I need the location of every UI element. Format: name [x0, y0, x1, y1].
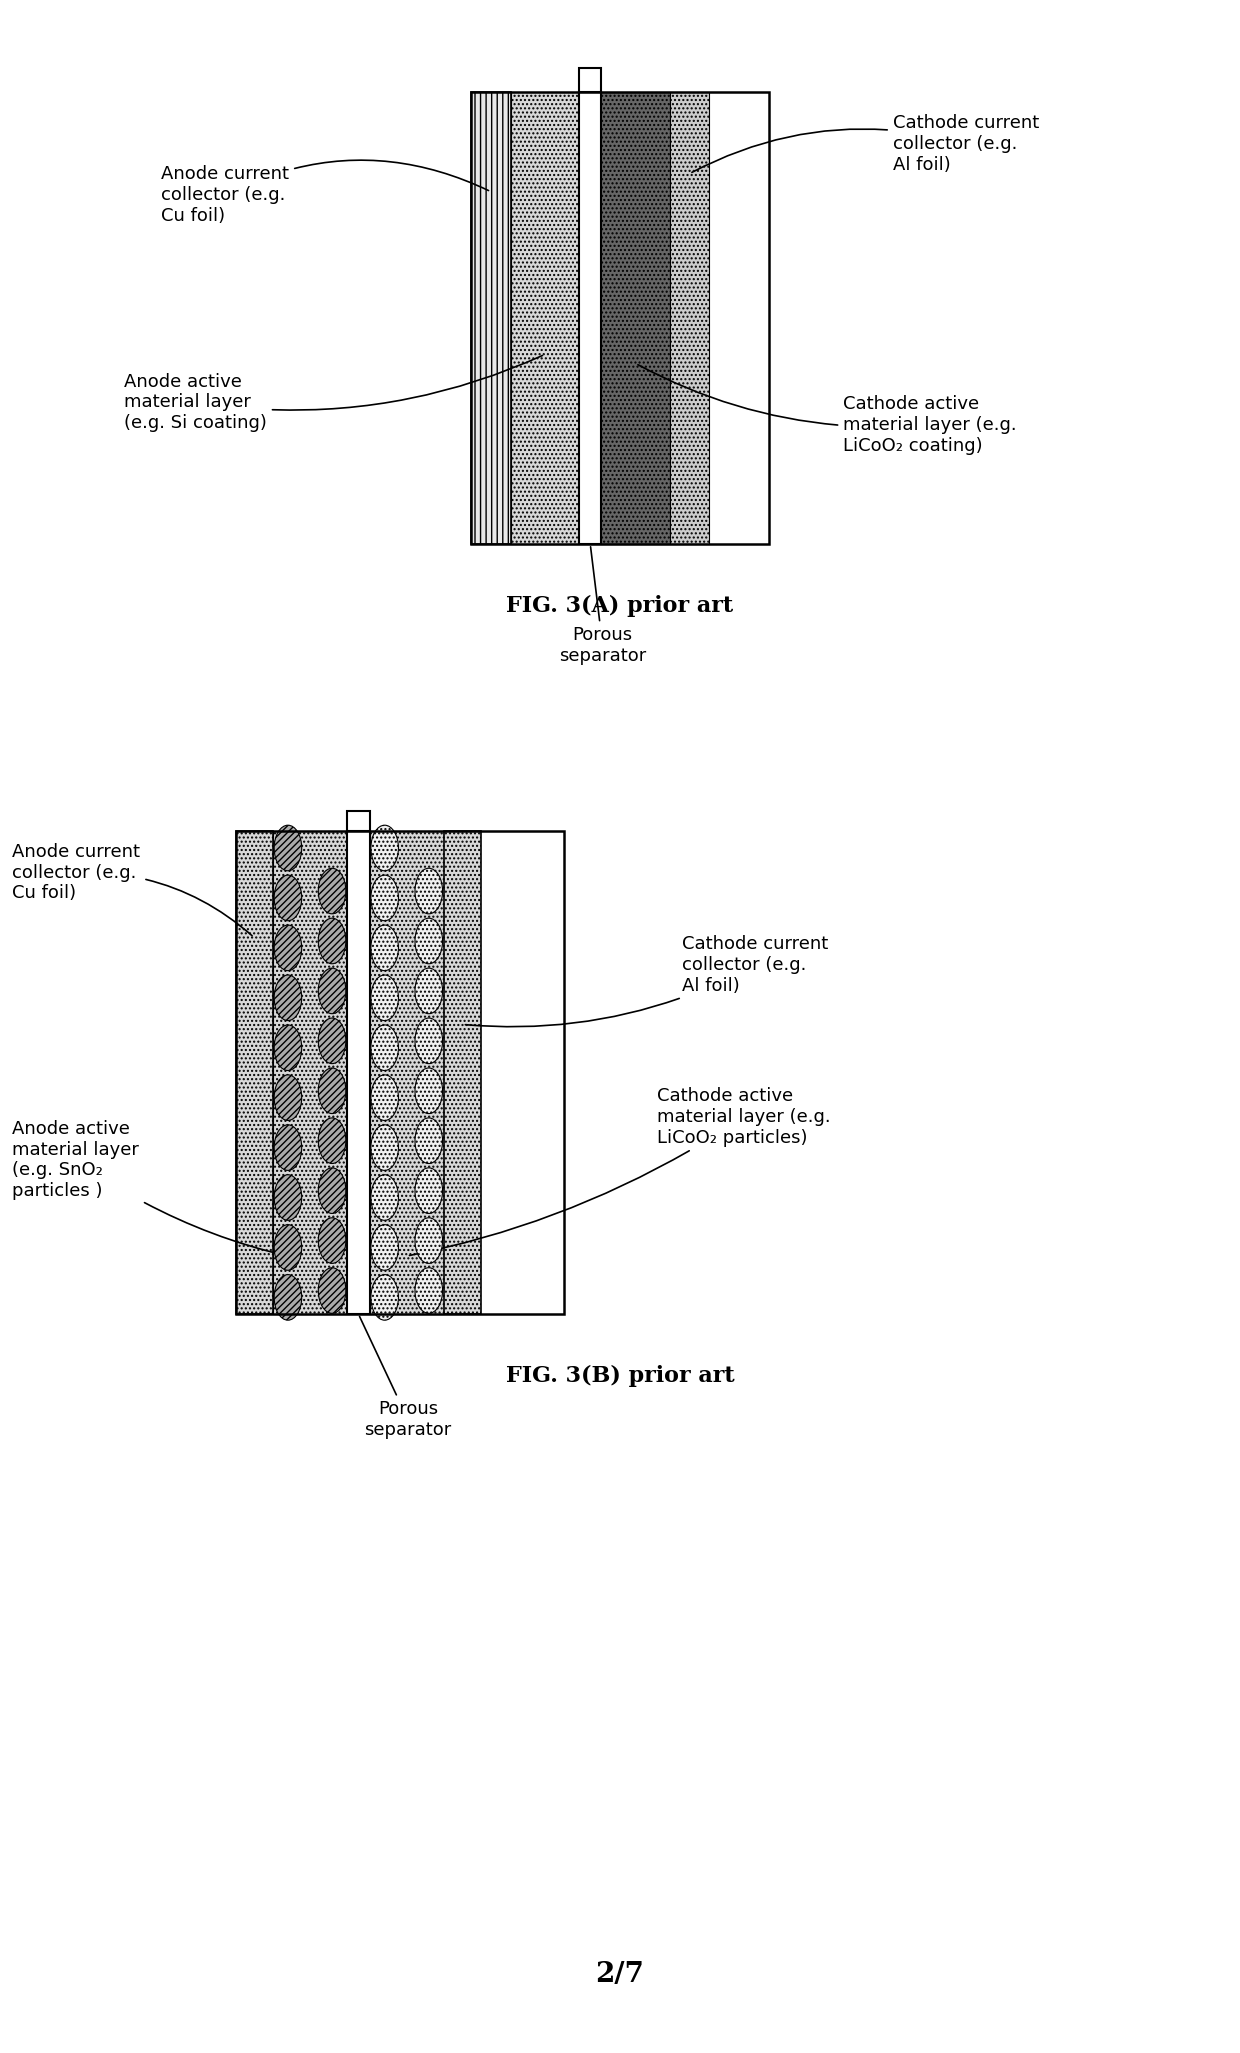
Bar [601, 92, 670, 544]
Circle shape [319, 1217, 346, 1263]
Circle shape [274, 1275, 301, 1320]
Circle shape [319, 969, 346, 1014]
Text: Cathode active
material layer (e.g.
LiCoO₂ particles): Cathode active material layer (e.g. LiCo… [409, 1086, 831, 1256]
Bar [579, 68, 601, 92]
Text: 2/7: 2/7 [595, 1961, 645, 1989]
Text: Anode current
collector (e.g.
Cu foil): Anode current collector (e.g. Cu foil) [161, 160, 489, 226]
Text: Cathode current
collector (e.g.
Al foil): Cathode current collector (e.g. Al foil) [692, 113, 1039, 175]
Circle shape [371, 1024, 398, 1070]
Bar [236, 831, 564, 1314]
Circle shape [274, 1125, 301, 1170]
Text: FIG. 3(B) prior art: FIG. 3(B) prior art [506, 1365, 734, 1386]
Circle shape [371, 875, 398, 920]
Bar [370, 831, 444, 1314]
Bar [579, 92, 601, 544]
Circle shape [415, 918, 443, 963]
Circle shape [371, 1174, 398, 1219]
Circle shape [415, 1269, 443, 1314]
Circle shape [319, 1168, 346, 1213]
Circle shape [274, 1226, 301, 1271]
Circle shape [274, 1076, 301, 1121]
Text: Porous
separator: Porous separator [360, 1316, 451, 1439]
Circle shape [274, 875, 301, 920]
Bar [236, 831, 273, 1314]
Circle shape [371, 1076, 398, 1121]
Bar [670, 92, 709, 544]
Bar [444, 831, 481, 1314]
Circle shape [319, 1018, 346, 1063]
Circle shape [274, 825, 301, 870]
Circle shape [371, 975, 398, 1020]
Circle shape [319, 1119, 346, 1164]
Text: Cathode current
collector (e.g.
Al foil): Cathode current collector (e.g. Al foil) [465, 934, 828, 1026]
Circle shape [319, 1068, 346, 1113]
Text: Porous
separator: Porous separator [559, 546, 646, 665]
Text: FIG. 3(A) prior art: FIG. 3(A) prior art [506, 595, 734, 616]
Circle shape [415, 1119, 443, 1164]
Circle shape [415, 1217, 443, 1263]
Circle shape [274, 1024, 301, 1070]
Bar [471, 92, 511, 544]
Circle shape [319, 868, 346, 914]
Circle shape [274, 1174, 301, 1219]
Circle shape [319, 1269, 346, 1314]
Bar [347, 831, 370, 1314]
Bar [273, 831, 347, 1314]
Circle shape [371, 1226, 398, 1271]
Circle shape [415, 1168, 443, 1213]
Circle shape [415, 969, 443, 1014]
Text: Anode current
collector (e.g.
Cu foil): Anode current collector (e.g. Cu foil) [12, 842, 252, 936]
Circle shape [319, 918, 346, 963]
Circle shape [415, 1018, 443, 1063]
Bar [471, 92, 769, 544]
Circle shape [274, 975, 301, 1020]
Text: Anode active
material layer
(e.g. Si coating): Anode active material layer (e.g. Si coa… [124, 355, 542, 433]
Circle shape [371, 825, 398, 870]
Bar [511, 92, 579, 544]
Bar [347, 811, 370, 831]
Circle shape [415, 868, 443, 914]
Circle shape [371, 1275, 398, 1320]
Circle shape [371, 1125, 398, 1170]
Text: Anode active
material layer
(e.g. SnO₂
particles ): Anode active material layer (e.g. SnO₂ p… [12, 1119, 285, 1254]
Circle shape [415, 1068, 443, 1113]
Circle shape [274, 926, 301, 971]
Text: Cathode active
material layer (e.g.
LiCoO₂ coating): Cathode active material layer (e.g. LiCo… [637, 365, 1017, 456]
Circle shape [371, 926, 398, 971]
